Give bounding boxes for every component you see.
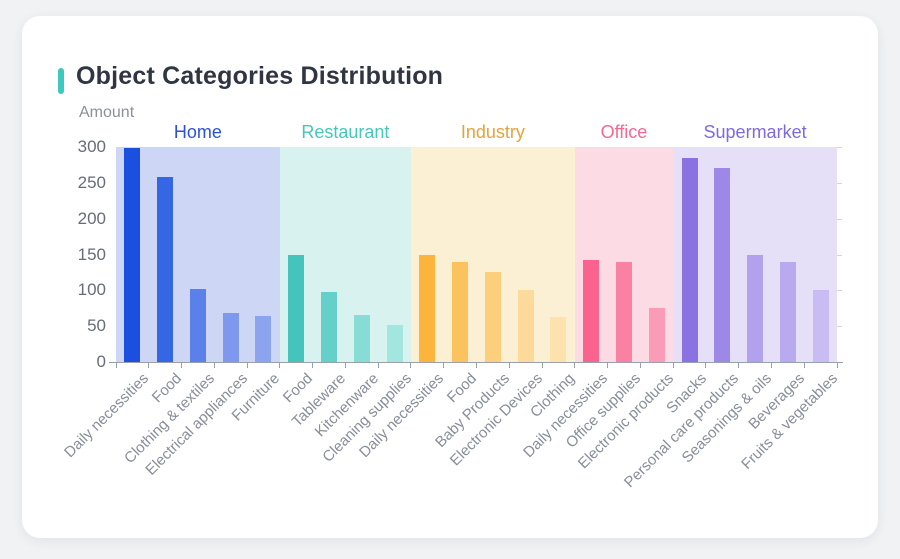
bar[interactable] — [124, 148, 141, 362]
x-axis-tick — [705, 362, 707, 368]
x-axis-tick — [672, 362, 674, 368]
y-axis-label: 150 — [77, 244, 106, 264]
y-axis-label: 0 — [96, 352, 106, 371]
bar[interactable] — [157, 177, 174, 362]
bar[interactable] — [189, 288, 206, 362]
y-axis-label: 100 — [77, 280, 106, 300]
x-axis-tick — [213, 362, 215, 368]
group-label-industry: Industry — [460, 122, 525, 142]
x-axis-tick — [377, 362, 379, 368]
bar[interactable] — [681, 157, 698, 362]
x-axis-tick — [279, 362, 281, 368]
group-label-restaurant: Restaurant — [301, 122, 390, 142]
plot-area: Home Daily necessities Food Clothing & text… — [61, 122, 843, 491]
bar[interactable] — [419, 254, 436, 362]
x-axis-tick — [738, 362, 740, 368]
x-axis-tick — [410, 362, 412, 368]
x-axis-tick — [246, 362, 248, 368]
group-label-office: Office — [600, 122, 648, 142]
x-axis-tick — [115, 362, 117, 368]
chart-card: Object Categories Distribution Amount Ho… — [22, 16, 878, 538]
y-axis-label: 200 — [77, 208, 106, 228]
x-axis-tick — [639, 362, 641, 368]
right-axis-tick — [837, 147, 842, 148]
x-axis-tick — [312, 362, 314, 368]
y-axis-label: 300 — [77, 137, 106, 156]
x-axis-tick — [508, 362, 510, 368]
bar[interactable] — [714, 167, 731, 362]
y-axis-label: 50 — [87, 316, 106, 336]
x-axis-tick — [181, 362, 183, 368]
right-axis-tick — [837, 218, 842, 220]
x-axis-tick — [770, 362, 772, 368]
x-axis-tick — [803, 362, 805, 368]
x-axis-tick — [344, 362, 346, 368]
bar[interactable] — [452, 262, 469, 362]
x-axis-tick — [148, 362, 150, 368]
page-title: Object Categories Distribution — [76, 62, 444, 90]
x-axis-tick — [574, 362, 576, 368]
bar[interactable] — [321, 292, 338, 362]
bar[interactable] — [222, 312, 239, 362]
x-axis-tick — [476, 362, 477, 368]
bar[interactable] — [386, 325, 403, 362]
bar[interactable] — [484, 271, 501, 362]
x-axis-tick — [607, 362, 609, 368]
right-axis-tick — [837, 254, 842, 256]
bar[interactable] — [615, 262, 632, 362]
x-axis-tick — [443, 362, 445, 368]
x-axis-tick — [836, 362, 838, 368]
bar[interactable] — [747, 255, 764, 362]
bar[interactable] — [550, 316, 567, 362]
bar[interactable] — [255, 316, 272, 362]
bar[interactable] — [517, 290, 534, 362]
group-label-supermarket: Supermarket — [703, 122, 807, 142]
bar[interactable] — [648, 308, 665, 362]
right-axis-tick — [837, 290, 842, 292]
bar[interactable] — [812, 289, 829, 362]
group-label-home: Home — [173, 122, 222, 142]
x-axis-tick — [541, 362, 543, 368]
y-axis-label: 250 — [77, 172, 106, 192]
bar[interactable] — [353, 315, 370, 362]
y-axis-title: Amount — [79, 104, 135, 121]
bar[interactable] — [583, 260, 600, 362]
right-axis-tick — [837, 326, 842, 328]
bar[interactable] — [779, 261, 796, 362]
title-accent-bar — [58, 68, 64, 94]
bar[interactable] — [288, 255, 305, 362]
right-axis-tick — [837, 182, 842, 184]
